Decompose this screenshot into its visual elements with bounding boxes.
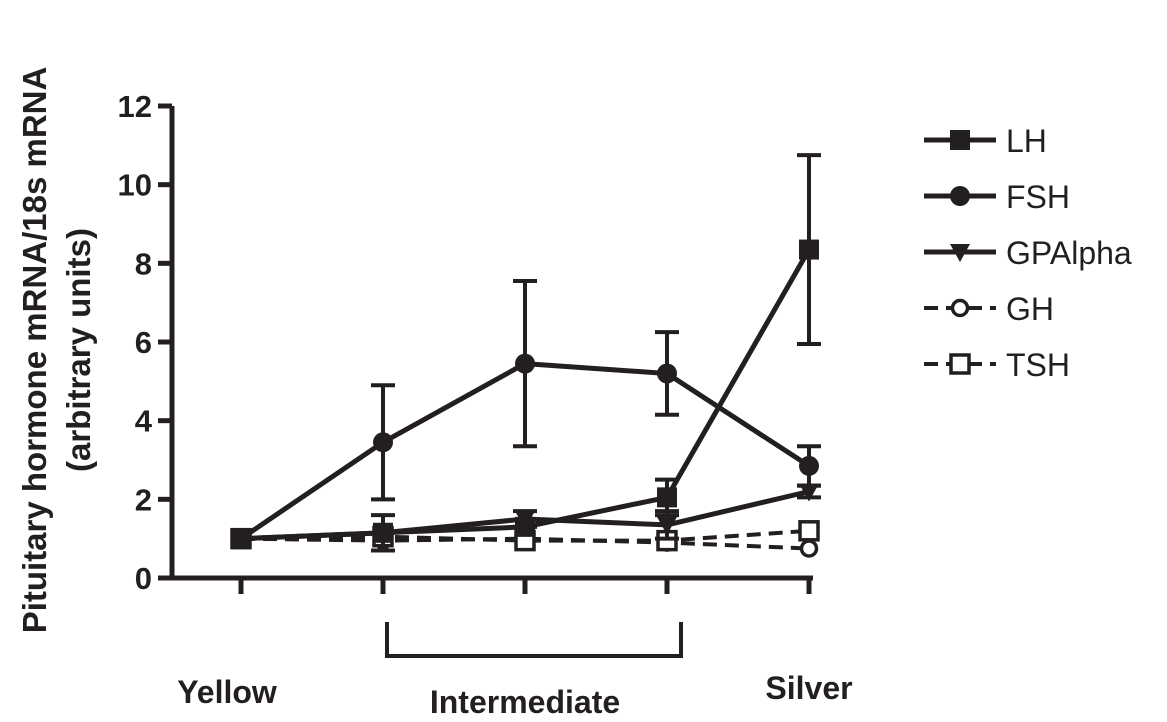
series-line [240, 528, 810, 543]
legend: LH FSH GPAlpha GH TSH [924, 123, 1132, 383]
y-tick-label: 10 [118, 168, 152, 203]
data-point [657, 516, 677, 535]
data-point [799, 483, 819, 502]
data-point [515, 353, 535, 374]
data-point [373, 524, 393, 543]
data-point [657, 487, 677, 508]
legend-label: GH [1006, 291, 1054, 327]
category-label: Intermediate [430, 684, 620, 720]
series-line [240, 536, 810, 551]
series-layer [230, 153, 821, 558]
data-point [798, 520, 820, 542]
legend-label: GPAlpha [1006, 235, 1132, 271]
legend-marker [950, 298, 970, 318]
legend-label: TSH [1006, 347, 1070, 383]
legend-label: FSH [1006, 179, 1070, 215]
legend-item-tsh: TSH [924, 347, 1070, 383]
axes [169, 106, 813, 581]
y-ticks: 0 2 4 6 8 10 12 [118, 89, 172, 596]
intermediate-bracket [385, 622, 683, 658]
legend-item-fsh: FSH [924, 179, 1070, 215]
y-tick-label: 12 [118, 89, 152, 124]
legend-marker [950, 130, 970, 150]
legend-label: LH [1006, 123, 1047, 159]
legend-item-gpalpha: GPAlpha [924, 235, 1132, 271]
data-point [799, 455, 819, 476]
y-tick-label: 8 [135, 246, 152, 281]
y-axis-label: Pituitary hormone mRNA/18s mRNA (arbitra… [16, 67, 97, 634]
y-tick-label: 2 [135, 482, 152, 517]
data-point [231, 530, 251, 549]
data-point [799, 539, 819, 558]
legend-marker [950, 244, 970, 262]
category-labels: Yellow Intermediate Silver [177, 670, 852, 720]
data-point [515, 511, 535, 529]
y-axis-label-line1: Pituitary hormone mRNA/18s mRNA [16, 67, 53, 634]
data-point [657, 363, 677, 384]
y-tick-label: 4 [135, 404, 153, 439]
legend-marker [949, 353, 971, 375]
intermediate-bracket-line [385, 622, 683, 658]
data-point [799, 239, 819, 260]
category-label: Yellow [177, 674, 277, 710]
legend-item-gh: GH [924, 291, 1054, 327]
legend-marker [950, 186, 970, 206]
legend-item-lh: LH [924, 123, 1047, 159]
x-ticks [238, 578, 812, 594]
y-tick-label: 6 [135, 325, 152, 360]
series-gpalpha [231, 483, 821, 553]
data-point [373, 432, 393, 453]
y-tick-label: 0 [135, 561, 152, 596]
category-label: Silver [765, 670, 852, 706]
y-axis-label-line2: (arbitrary units) [60, 228, 97, 472]
